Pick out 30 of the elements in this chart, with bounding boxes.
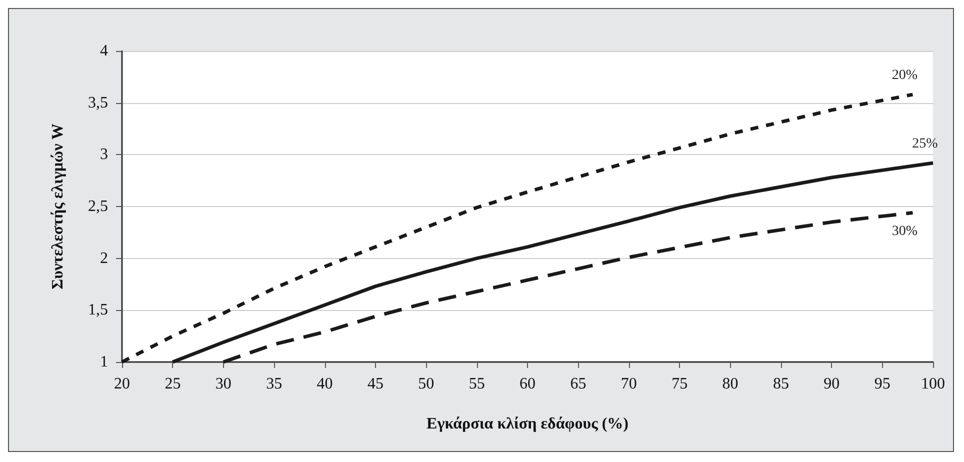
x-tick-label: 60 [520,376,536,392]
series-label: 30% [892,224,918,240]
y-tick-label: 3,5 [88,94,108,112]
x-tick-label: 65 [570,376,586,392]
x-tick-label: 35 [266,376,282,392]
x-tick-label: 30 [215,376,232,392]
y-tick-label: 2 [100,250,108,267]
line-series [170,161,935,364]
x-tick-label: 100 [921,376,945,392]
y-axis-title: Συντελεστής ελιγμών W [50,124,66,290]
y-tick-label: 1,5 [88,302,108,319]
x-tick-label: 90 [824,376,840,392]
x-tick-label: 50 [418,376,434,392]
x-tick-label: 80 [722,376,738,392]
series-label: 25% [912,136,938,152]
x-tick-label: 95 [874,376,890,392]
y-tick-label: 3 [100,146,108,164]
series-label: 20% [892,68,918,84]
x-tick-label: 75 [672,376,688,392]
y-tick-label: 2,5 [88,198,108,215]
x-tick-label: 55 [468,376,485,392]
x-axis-title: Εγκάρσια κλίση εδάφους (%) [426,416,628,432]
x-tick-label: 40 [316,376,333,392]
x-tick-label: 20 [114,376,130,392]
x-tick-label: 85 [772,376,789,392]
x-tick-label: 45 [367,376,384,392]
x-tick-label: 70 [620,376,637,392]
x-tick-label: 25 [164,376,181,392]
y-tick-label: 4 [100,42,108,60]
y-tick-label: 1 [100,354,108,370]
